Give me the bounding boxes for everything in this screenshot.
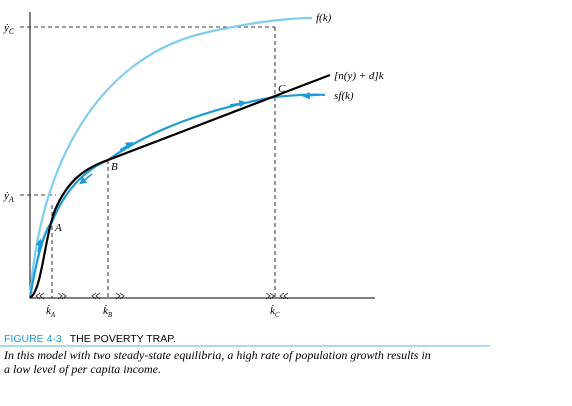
k-label: k̇A: [46, 305, 56, 319]
y-label: ẏC: [3, 22, 15, 36]
caption-text: In this model with two steady-state equi…: [3, 348, 431, 362]
k-label: k̇B: [103, 305, 113, 319]
point-label: B: [111, 161, 118, 173]
curve-label: [n(y) + d]k: [334, 70, 385, 82]
y-label: ẏA: [3, 190, 14, 204]
point-label: C: [278, 83, 286, 95]
f-curve: [28, 16, 313, 299]
k-label: k̇C: [270, 305, 280, 319]
sf-curve: [28, 93, 326, 299]
curve-label: sf(k): [334, 90, 354, 102]
caption-text: a low level of per capita income.: [4, 362, 161, 376]
curve-label: f(k): [316, 12, 332, 24]
axis-arrows: [35, 292, 289, 300]
point-label: A: [54, 222, 62, 234]
arrows: [35, 91, 321, 253]
caption-title: FIGURE 4-3 THE POVERTY TRAP.: [4, 333, 176, 345]
break-even-line: [29, 73, 331, 299]
guides: [20, 26, 276, 298]
